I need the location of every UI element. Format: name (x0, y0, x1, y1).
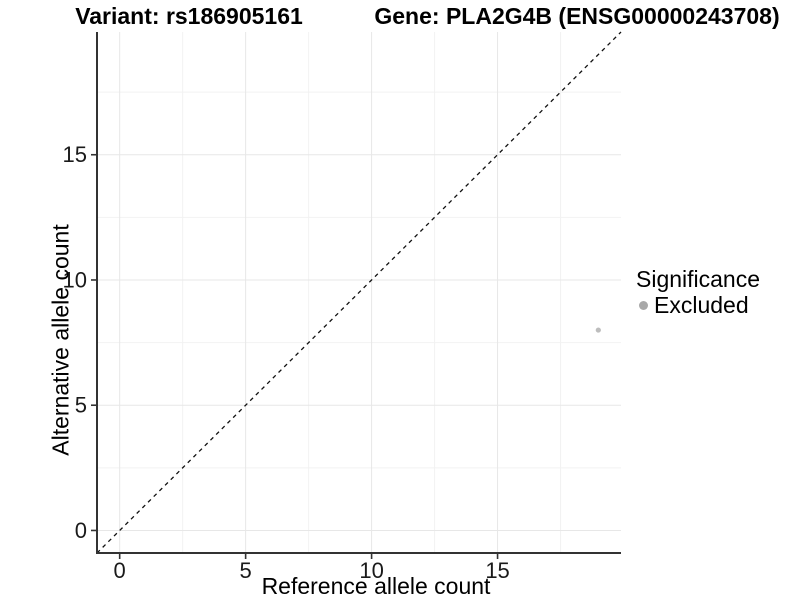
data-points-layer (595, 327, 601, 333)
y-tick-label: 10 (63, 267, 87, 292)
legend-item-label: Excluded (654, 292, 749, 319)
x-tick-label: 5 (240, 558, 252, 583)
gridlines-major (97, 32, 621, 553)
data-point (595, 327, 601, 333)
identity-dashed-line (96, 31, 622, 554)
y-axis-ticks (91, 153, 96, 532)
variant-title: Variant: rs186905161 (75, 3, 303, 29)
legend-title: Significance (636, 266, 761, 292)
gridlines-minor (97, 32, 621, 553)
x-axis-tick-labels: 0 5 10 15 (114, 558, 510, 583)
x-tick-label: 0 (114, 558, 126, 583)
x-axis-ticks (118, 554, 499, 559)
x-axis-title: Reference allele count (261, 573, 491, 599)
x-tick-label: 10 (359, 558, 383, 583)
y-tick-label: 0 (75, 518, 87, 543)
legend: Significance Excluded (636, 266, 760, 319)
y-tick-label: 5 (75, 393, 87, 418)
legend-items: Excluded (636, 292, 760, 318)
legend-item: Excluded (636, 292, 760, 318)
gene-title: Gene: PLA2G4B (ENSG00000243708) (374, 3, 780, 29)
y-tick-label: 15 (63, 142, 87, 167)
legend-key-dot-icon (639, 301, 648, 311)
y-axis-title: Alternative allele count (47, 224, 74, 456)
x-tick-label: 15 (485, 558, 509, 583)
y-axis-tick-labels: 0 5 10 15 (63, 142, 87, 543)
